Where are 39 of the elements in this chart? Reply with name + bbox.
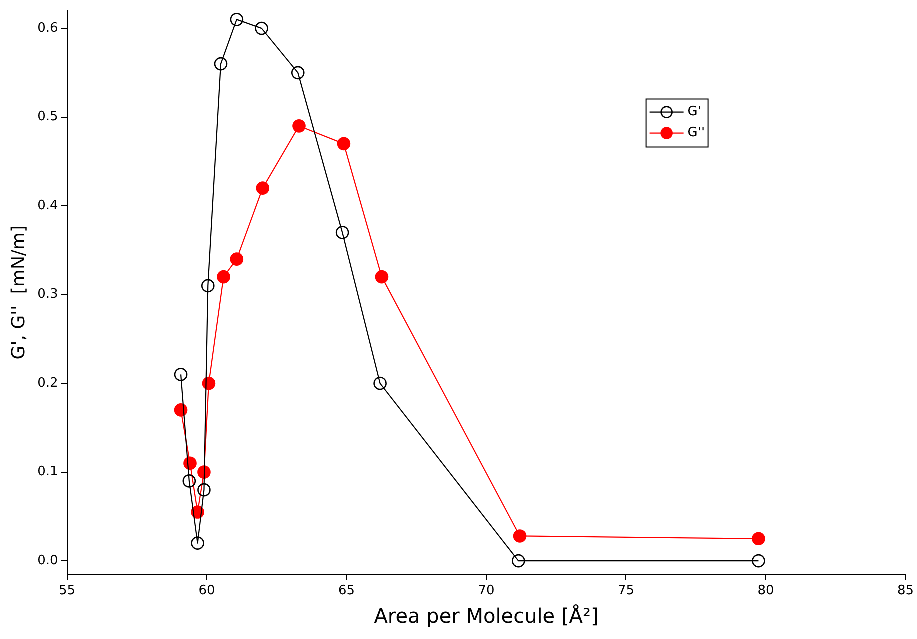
x-tick-label: 75	[618, 584, 635, 599]
point	[174, 368, 188, 382]
y-tick-label: 0.1	[38, 464, 58, 480]
x-tick-label: 55	[59, 584, 76, 599]
point	[337, 137, 351, 151]
y-tick-label: 0.6	[38, 20, 58, 36]
point	[336, 226, 350, 240]
point	[513, 530, 527, 543]
y-tick-label: 0.3	[38, 287, 58, 302]
point	[201, 279, 215, 293]
y-tick-label: 0.4	[38, 198, 58, 214]
point	[291, 66, 305, 80]
x-tick-label: 70	[478, 584, 495, 599]
point	[214, 57, 228, 71]
legend-label: G'	[688, 104, 702, 120]
point	[255, 22, 268, 36]
y-axis-title: G', G'' [mN/m]	[8, 225, 30, 360]
point	[230, 13, 244, 26]
legend-label: G''	[688, 126, 706, 141]
point	[292, 120, 306, 133]
point	[512, 554, 526, 568]
y-tick-label: 0.2	[38, 376, 58, 391]
point	[191, 536, 204, 550]
y-tick-label: 0.5	[38, 110, 58, 125]
point	[182, 474, 196, 488]
x-tick-label: 80	[758, 584, 774, 599]
x-axis-title: Area per Molecule [Å²]	[374, 604, 599, 628]
x-tick-label: 60	[198, 584, 216, 599]
point	[374, 376, 387, 390]
x-tick-label: 65	[338, 584, 356, 599]
point	[375, 270, 389, 284]
point	[256, 182, 270, 195]
point	[752, 532, 766, 546]
point	[198, 483, 211, 497]
point	[752, 554, 766, 568]
point	[230, 252, 244, 266]
y-tick-label: 0.0	[38, 553, 58, 568]
point	[217, 270, 230, 284]
x-tick-label: 85	[897, 584, 914, 599]
